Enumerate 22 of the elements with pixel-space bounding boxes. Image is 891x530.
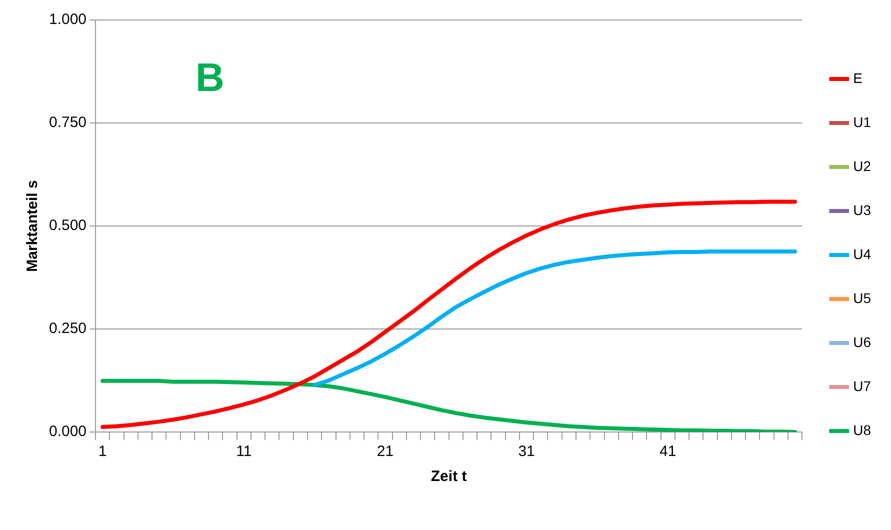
annotation: B [196,56,224,100]
y-tick-label: 0.500 [48,217,87,234]
x-tick-label: 21 [376,443,394,460]
legend-label: U8 [853,422,872,438]
y-tick-label: 0.250 [48,320,87,338]
y-tick-label: 1.000 [48,11,87,28]
legend-label: U1 [853,114,872,130]
legend-label: U2 [853,158,872,174]
legend-label: U7 [853,378,872,394]
x-tick-label: 31 [518,443,535,460]
x-axis-title: Zeit t [430,468,467,486]
y-tick-label: 0.750 [48,114,87,132]
x-tick-label: 1 [98,443,107,460]
legend-label: U4 [853,246,872,262]
legend-label: U5 [853,290,872,306]
y-tick-label: 0.000 [48,423,87,440]
x-tick-label: 41 [660,443,676,460]
legend-label: U3 [853,202,872,218]
legend-label: U6 [853,334,872,350]
x-tick-label: 11 [236,443,252,460]
legend-label: E [853,70,862,86]
y-axis-title: Marktanteil s [24,180,42,272]
